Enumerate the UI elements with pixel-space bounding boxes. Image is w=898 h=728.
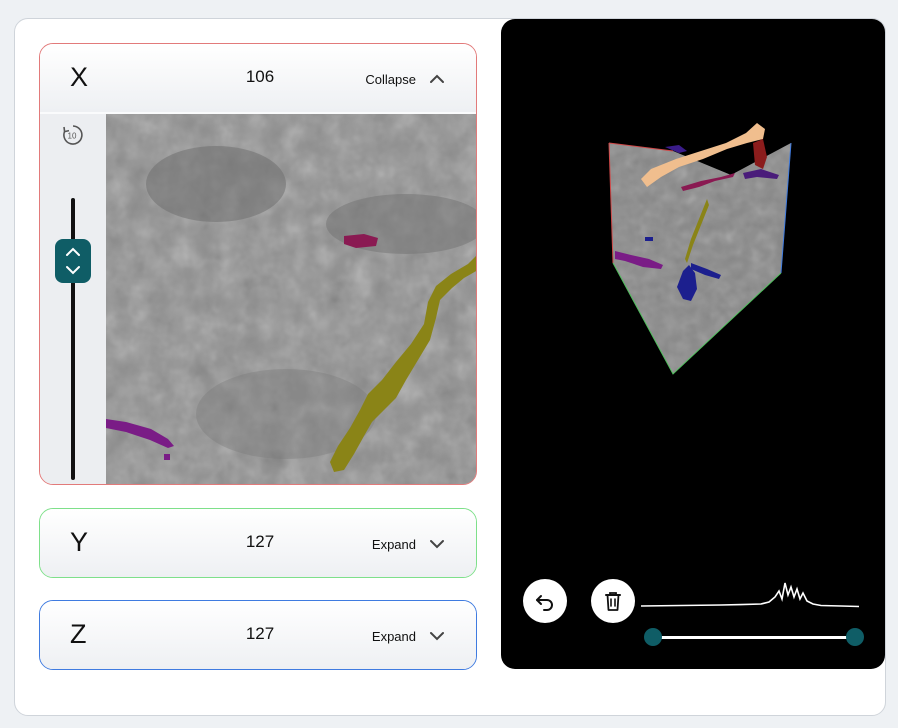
z-expand-toggle[interactable]: Expand	[372, 625, 446, 647]
chevron-up-down-icon	[66, 247, 80, 275]
plane-edge-red	[608, 142, 674, 152]
timer-10-icon[interactable]: 10	[62, 124, 84, 146]
segment-indigo-3d	[665, 145, 687, 153]
z-panel-header[interactable]: Z 127 Expand	[40, 601, 476, 669]
z-axis-label: Z	[70, 619, 87, 649]
y-toggle-label: Expand	[371, 536, 416, 552]
chevron-down-icon	[430, 632, 444, 641]
x-slice-index: 106	[245, 67, 275, 86]
ct-dark-region	[146, 146, 286, 222]
x-panel-header[interactable]: X 106 Collapse	[40, 44, 476, 112]
segment-olive-3d	[685, 199, 709, 263]
ct-dark-region	[196, 369, 376, 459]
intensity-range-min-handle[interactable]	[644, 628, 662, 646]
z-toggle-label: Expand	[371, 628, 416, 644]
intensity-range-track[interactable]	[652, 636, 856, 639]
z-slice-index: 127	[245, 624, 275, 643]
segment-purple-fragment	[164, 454, 170, 460]
segment-olive	[330, 256, 476, 472]
segment-darkred	[753, 139, 767, 169]
histogram-curve	[641, 582, 860, 608]
x-slice-panel: X 106 Collapse 10	[39, 43, 477, 485]
segment-navy-3d	[677, 265, 697, 301]
segment-navy-3d	[691, 263, 721, 279]
undo-icon	[536, 595, 553, 611]
segment-navy-3d	[645, 237, 653, 241]
z-slice-panel: Z 127 Expand	[39, 600, 477, 670]
y-axis-label: Y	[70, 527, 89, 557]
segmentation-workspace: X 106 Collapse 10	[14, 18, 886, 716]
segment-purple-3d	[743, 169, 779, 179]
y-panel-header[interactable]: Y 127 Expand	[40, 509, 476, 577]
segment-purple	[106, 419, 174, 448]
slice-slider-thumb[interactable]	[55, 239, 91, 283]
segment-purple-3d	[615, 251, 663, 269]
x-slice-image[interactable]	[106, 114, 476, 484]
intensity-range-max-handle[interactable]	[846, 628, 864, 646]
chevron-up-icon	[430, 74, 444, 83]
segment-magenta	[344, 234, 378, 248]
segment-magenta-3d	[681, 173, 735, 191]
y-expand-toggle[interactable]: Expand	[372, 533, 446, 555]
undo-button[interactable]	[523, 579, 567, 623]
trash-icon	[605, 592, 621, 611]
delete-button[interactable]	[591, 579, 635, 623]
x-slice-controls: 10	[40, 114, 106, 484]
plane-edge-green	[612, 262, 782, 375]
chevron-down-icon	[430, 540, 444, 549]
x-axis-label: X	[70, 62, 89, 92]
y-slice-panel: Y 127 Expand	[39, 508, 477, 578]
x-collapse-toggle[interactable]: Collapse	[365, 68, 446, 90]
segment-peach	[641, 123, 765, 187]
plane-edge-red	[608, 142, 614, 264]
volume-3d-viewer[interactable]	[501, 19, 885, 669]
plane-edge-blue	[780, 142, 792, 274]
orthogonal-slices-render[interactable]	[501, 19, 885, 559]
intensity-histogram	[641, 582, 860, 608]
ct-slice-canvas	[106, 114, 476, 484]
svg-text:10: 10	[68, 132, 77, 141]
slice-slider-track[interactable]	[71, 198, 75, 480]
y-slice-index: 127	[245, 532, 275, 551]
x-toggle-label: Collapse	[365, 71, 416, 87]
